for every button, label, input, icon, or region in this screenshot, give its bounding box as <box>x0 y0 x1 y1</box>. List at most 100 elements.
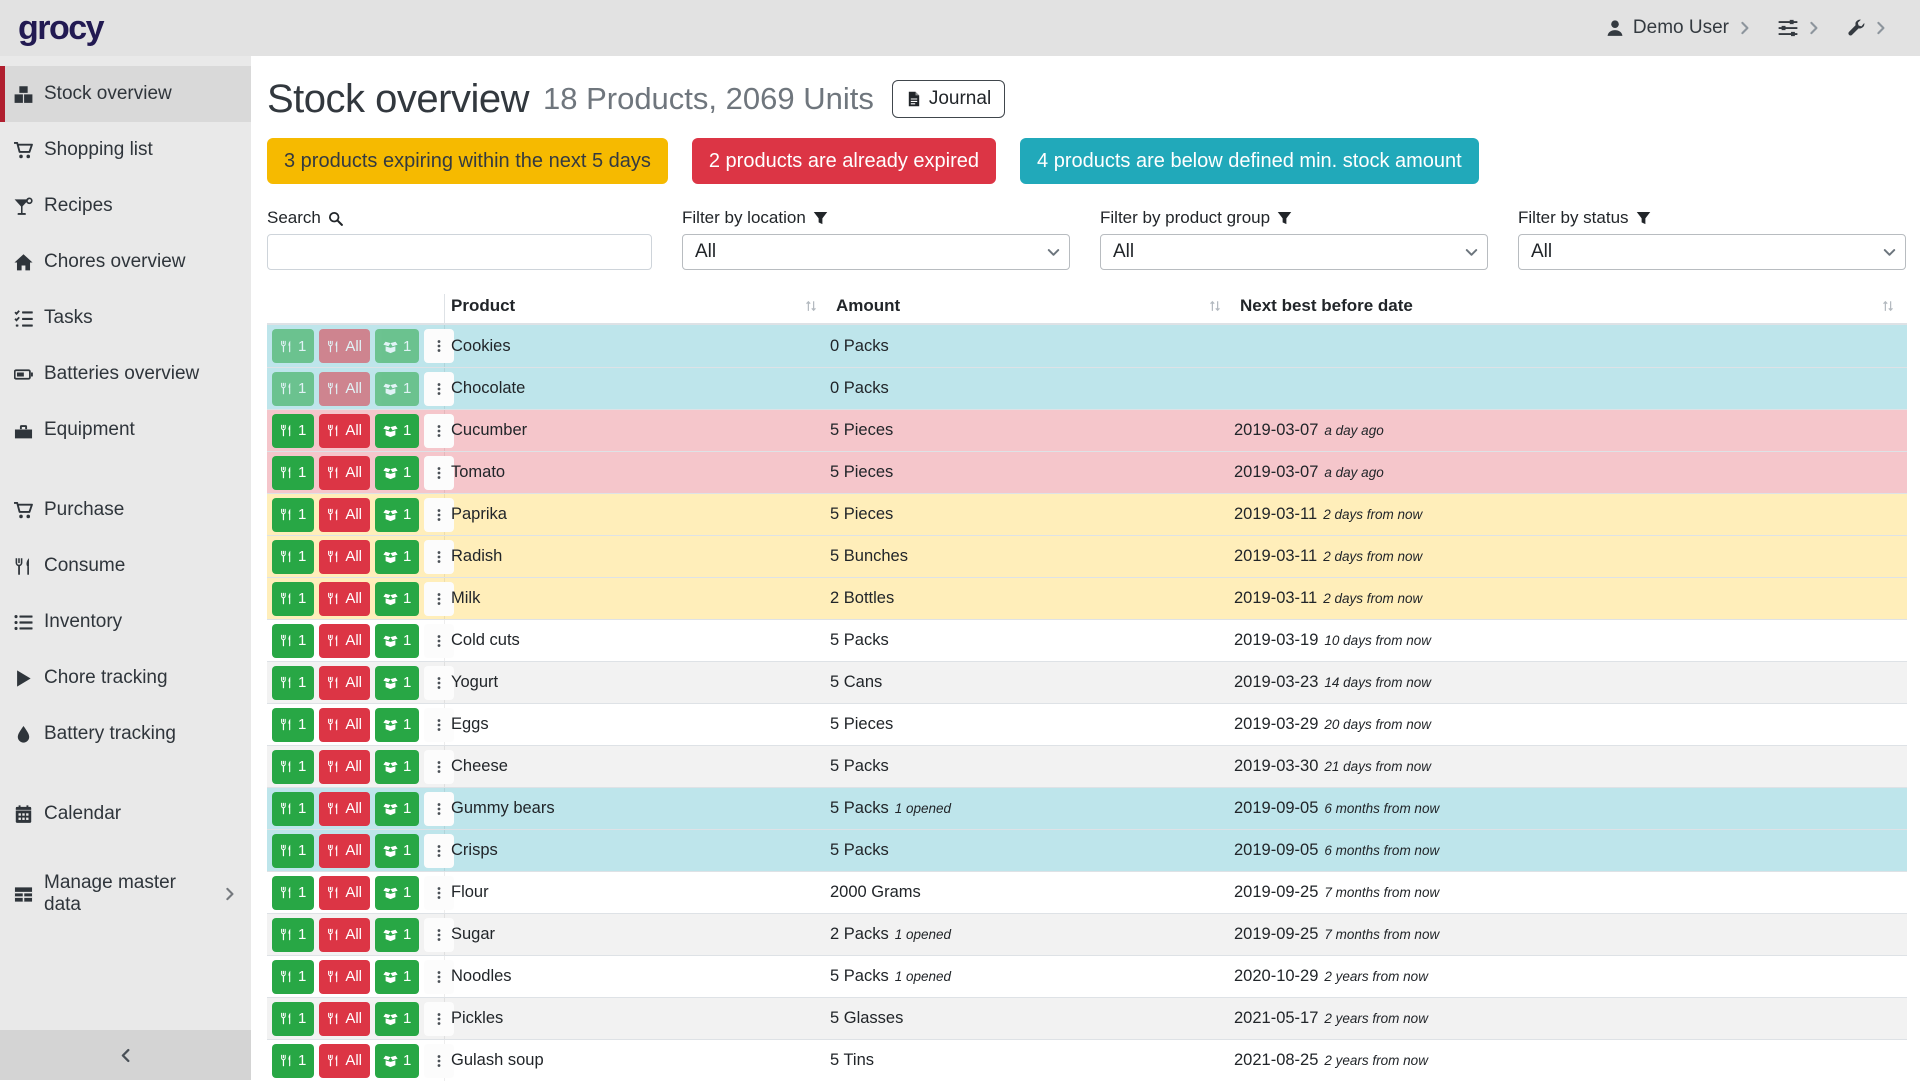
consume-all-button[interactable]: All <box>319 1002 370 1036</box>
consume-one-button[interactable]: 1 <box>272 834 314 868</box>
date-column-header[interactable]: Next best before date <box>1234 294 1907 323</box>
sidebar-item-chores-overview[interactable]: Chores overview <box>0 234 251 290</box>
consume-all-button[interactable]: All <box>319 329 370 363</box>
sidebar-item-equipment[interactable]: Equipment <box>0 402 251 458</box>
table-row[interactable]: 1 All 1 Cheese 5 Packs 2019-03-30 21 day… <box>267 745 1907 787</box>
open-one-button[interactable]: 1 <box>375 666 419 700</box>
consume-all-button[interactable]: All <box>319 792 370 826</box>
product-column-header[interactable]: Product <box>445 294 830 323</box>
expiring-alert[interactable]: 3 products expiring within the next 5 da… <box>267 138 668 184</box>
sidebar-item-manage-master-data[interactable]: Manage master data <box>0 866 251 922</box>
table-row[interactable]: 1 All 1 Yogurt 5 Cans 2019-03-23 14 days… <box>267 661 1907 703</box>
consume-one-button[interactable]: 1 <box>272 372 314 406</box>
open-one-button[interactable]: 1 <box>375 329 419 363</box>
open-one-button[interactable]: 1 <box>375 834 419 868</box>
consume-one-button[interactable]: 1 <box>272 456 314 490</box>
consume-all-button[interactable]: All <box>319 666 370 700</box>
sidebar-item-calendar[interactable]: Calendar <box>0 786 251 842</box>
settings-menu[interactable] <box>1778 18 1821 38</box>
consume-all-button[interactable]: All <box>319 498 370 532</box>
table-row[interactable]: 1 All 1 Radish 5 Bunches 2019-03-11 2 da… <box>267 535 1907 577</box>
sidebar-item-stock-overview[interactable]: Stock overview <box>0 66 251 122</box>
search-input[interactable] <box>267 234 652 270</box>
open-one-button[interactable]: 1 <box>375 456 419 490</box>
consume-one-button[interactable]: 1 <box>272 414 314 448</box>
open-one-button[interactable]: 1 <box>375 1044 419 1078</box>
open-one-button[interactable]: 1 <box>375 540 419 574</box>
open-one-button[interactable]: 1 <box>375 414 419 448</box>
location-select[interactable]: All <box>682 234 1070 270</box>
sidebar-item-purchase[interactable]: Purchase <box>0 482 251 538</box>
open-one-button[interactable]: 1 <box>375 876 419 910</box>
consume-all-button[interactable]: All <box>319 1044 370 1078</box>
consume-one-button[interactable]: 1 <box>272 1002 314 1036</box>
table-row[interactable]: 1 All 1 Paprika 5 Pieces 2019-03-11 2 da… <box>267 493 1907 535</box>
table-row[interactable]: 1 All 1 Crisps 5 Packs 2019-09-05 6 mont… <box>267 829 1907 871</box>
amount-column-header[interactable]: Amount <box>830 294 1234 323</box>
consume-one-button[interactable]: 1 <box>272 624 314 658</box>
table-row[interactable]: 1 All 1 Chocolate 0 Packs <box>267 367 1907 409</box>
table-row[interactable]: 1 All 1 Cookies 0 Packs <box>267 325 1907 367</box>
sidebar-item-batteries-overview[interactable]: Batteries overview <box>0 346 251 402</box>
consume-one-button[interactable]: 1 <box>272 918 314 952</box>
open-one-button[interactable]: 1 <box>375 582 419 616</box>
consume-one-button[interactable]: 1 <box>272 792 314 826</box>
table-row[interactable]: 1 All 1 Gulash soup 5 Tins 2021-08-25 2 … <box>267 1039 1907 1081</box>
open-one-button[interactable]: 1 <box>375 1002 419 1036</box>
table-row[interactable]: 1 All 1 Gummy bears 5 Packs 1 opened 201… <box>267 787 1907 829</box>
sidebar-item-consume[interactable]: Consume <box>0 538 251 594</box>
journal-button[interactable]: Journal <box>892 80 1005 118</box>
open-one-button[interactable]: 1 <box>375 624 419 658</box>
app-logo[interactable]: grocy <box>18 9 103 48</box>
sidebar-collapse-button[interactable] <box>0 1030 251 1080</box>
table-row[interactable]: 1 All 1 Milk 2 Bottles 2019-03-11 2 days… <box>267 577 1907 619</box>
consume-all-button[interactable]: All <box>319 540 370 574</box>
table-row[interactable]: 1 All 1 Pickles 5 Glasses 2021-05-17 2 y… <box>267 997 1907 1039</box>
table-row[interactable]: 1 All 1 Sugar 2 Packs 1 opened 2019-09-2… <box>267 913 1907 955</box>
consume-all-button[interactable]: All <box>319 624 370 658</box>
table-row[interactable]: 1 All 1 Cucumber 5 Pieces 2019-03-07 a d… <box>267 409 1907 451</box>
consume-one-button[interactable]: 1 <box>272 582 314 616</box>
admin-menu[interactable] <box>1847 19 1888 37</box>
consume-all-button[interactable]: All <box>319 960 370 994</box>
consume-one-button[interactable]: 1 <box>272 666 314 700</box>
consume-all-button[interactable]: All <box>319 708 370 742</box>
product-group-select[interactable]: All <box>1100 234 1488 270</box>
consume-one-button[interactable]: 1 <box>272 540 314 574</box>
open-one-button[interactable]: 1 <box>375 918 419 952</box>
consume-one-button[interactable]: 1 <box>272 960 314 994</box>
consume-one-button[interactable]: 1 <box>272 1044 314 1078</box>
consume-one-button[interactable]: 1 <box>272 876 314 910</box>
table-row[interactable]: 1 All 1 Tomato 5 Pieces 2019-03-07 a day… <box>267 451 1907 493</box>
sidebar-item-inventory[interactable]: Inventory <box>0 594 251 650</box>
open-one-button[interactable]: 1 <box>375 960 419 994</box>
consume-one-button[interactable]: 1 <box>272 329 314 363</box>
consume-one-button[interactable]: 1 <box>272 498 314 532</box>
consume-all-button[interactable]: All <box>319 750 370 784</box>
open-one-button[interactable]: 1 <box>375 708 419 742</box>
consume-all-button[interactable]: All <box>319 876 370 910</box>
consume-all-button[interactable]: All <box>319 582 370 616</box>
table-row[interactable]: 1 All 1 Cold cuts 5 Packs 2019-03-19 10 … <box>267 619 1907 661</box>
consume-all-button[interactable]: All <box>319 918 370 952</box>
table-row[interactable]: 1 All 1 Noodles 5 Packs 1 opened 2020-10… <box>267 955 1907 997</box>
consume-one-button[interactable]: 1 <box>272 708 314 742</box>
table-row[interactable]: 1 All 1 Eggs 5 Pieces 2019-03-29 20 days… <box>267 703 1907 745</box>
status-select[interactable]: All <box>1518 234 1906 270</box>
expired-alert[interactable]: 2 products are already expired <box>692 138 996 184</box>
open-one-button[interactable]: 1 <box>375 750 419 784</box>
open-one-button[interactable]: 1 <box>375 498 419 532</box>
consume-all-button[interactable]: All <box>319 414 370 448</box>
consume-all-button[interactable]: All <box>319 456 370 490</box>
table-row[interactable]: 1 All 1 Flour 2000 Grams 2019-09-25 7 mo… <box>267 871 1907 913</box>
open-one-button[interactable]: 1 <box>375 372 419 406</box>
sidebar-item-tasks[interactable]: Tasks <box>0 290 251 346</box>
consume-one-button[interactable]: 1 <box>272 750 314 784</box>
sidebar-item-chore-tracking[interactable]: Chore tracking <box>0 650 251 706</box>
user-menu[interactable]: Demo User <box>1606 17 1752 39</box>
open-one-button[interactable]: 1 <box>375 792 419 826</box>
consume-all-button[interactable]: All <box>319 834 370 868</box>
consume-all-button[interactable]: All <box>319 372 370 406</box>
below-min-stock-alert[interactable]: 4 products are below defined min. stock … <box>1020 138 1479 184</box>
sidebar-item-recipes[interactable]: Recipes <box>0 178 251 234</box>
